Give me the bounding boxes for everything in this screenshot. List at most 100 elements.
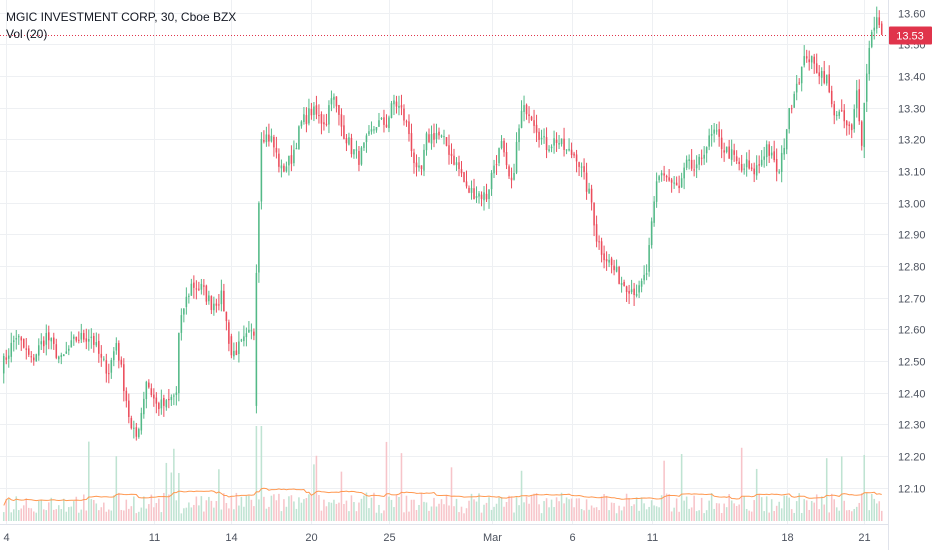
candle (105, 353, 108, 383)
candle (810, 55, 813, 70)
volume-bar (785, 495, 788, 521)
volume-bar (183, 508, 185, 521)
candle (820, 67, 823, 87)
candle (398, 95, 400, 116)
volume-bar (745, 508, 748, 521)
volume-bar (873, 498, 876, 521)
volume-bar (200, 496, 203, 521)
volume-bar (128, 508, 130, 521)
volume-bar (850, 511, 853, 521)
candle (348, 132, 350, 146)
candle (12, 335, 15, 352)
volume-bar (65, 511, 68, 521)
volume-bar (845, 510, 848, 521)
volume-bar (830, 493, 833, 521)
candle (248, 321, 250, 333)
volume-bar (343, 504, 345, 521)
volume-bar (710, 492, 713, 521)
symbol-title[interactable]: MGIC INVESTMENT CORP, 30, Cboe BZX (6, 10, 237, 24)
volume-bar (395, 494, 398, 521)
volume-bar (665, 493, 668, 521)
candle (673, 176, 675, 189)
candle (755, 155, 758, 180)
volume-bar (160, 512, 163, 521)
candle (793, 91, 795, 108)
volume-bar (640, 497, 643, 521)
candle (343, 115, 345, 140)
volume-bar (35, 512, 38, 521)
candle (103, 356, 105, 362)
volume-bar (598, 510, 600, 521)
volume-bar (783, 495, 785, 521)
volume-bar (488, 497, 490, 521)
volume-bar (60, 509, 63, 521)
candle (513, 163, 515, 181)
volume-bar (278, 493, 280, 521)
candle (183, 308, 185, 323)
volume-bar (133, 496, 135, 521)
candle (860, 120, 863, 151)
volume-bar (223, 493, 225, 521)
price-axis[interactable]: 13.6013.5013.4013.3013.2013.1013.0012.90… (898, 9, 926, 496)
volume-bar (270, 495, 273, 521)
candle (133, 420, 135, 439)
candle (15, 329, 18, 350)
candle (468, 185, 470, 194)
volume-bar (578, 498, 580, 521)
candle (535, 114, 538, 143)
volume-bar (523, 502, 525, 521)
volume-bar (730, 500, 733, 521)
volume-bar (735, 505, 738, 521)
volume-bar (763, 511, 765, 521)
candle (413, 148, 415, 174)
candle (175, 386, 178, 406)
candle (795, 74, 798, 101)
volume-bar (528, 503, 530, 521)
volume-bar (410, 499, 413, 521)
volume-bar (83, 494, 85, 521)
candle (495, 155, 498, 175)
volume-bar (27, 507, 30, 521)
candle (345, 134, 348, 152)
volume-bar (318, 495, 320, 521)
volume-bar (325, 506, 328, 521)
volume-bar (795, 501, 798, 521)
volume-bar (215, 500, 218, 521)
candle (75, 336, 78, 343)
candle (98, 333, 100, 363)
candle (510, 167, 513, 189)
volume-bar (235, 492, 238, 521)
volume-bar (150, 494, 153, 521)
volume-bar (545, 498, 548, 521)
candle (378, 112, 380, 128)
volume-bar (73, 501, 75, 521)
volume-bar (378, 504, 380, 521)
volume-bar (438, 503, 440, 521)
volume-bar (800, 512, 803, 521)
time-axis[interactable]: 4 11 14 20 25 Mar 6 11 18 21 (3, 532, 870, 544)
candle (743, 163, 745, 175)
volume-bar (570, 498, 573, 521)
volume-indicator-label[interactable]: Vol (20) (6, 27, 48, 41)
candle (808, 50, 810, 71)
volume-bar (718, 503, 720, 521)
candle (485, 183, 488, 202)
volume-bar (698, 510, 700, 521)
candle (390, 100, 393, 119)
candle (715, 123, 718, 135)
volume-bar (530, 495, 533, 521)
volume-bar (633, 504, 635, 521)
candle (193, 275, 195, 299)
candle (765, 140, 768, 167)
volume-bar (613, 502, 615, 521)
candle (540, 129, 543, 145)
candle (785, 128, 788, 155)
volume-bar (53, 509, 55, 521)
candle (273, 134, 275, 157)
volume-bar (588, 509, 590, 521)
candle (840, 99, 843, 112)
candle (750, 163, 753, 172)
candle (418, 157, 420, 172)
candle (585, 162, 588, 200)
